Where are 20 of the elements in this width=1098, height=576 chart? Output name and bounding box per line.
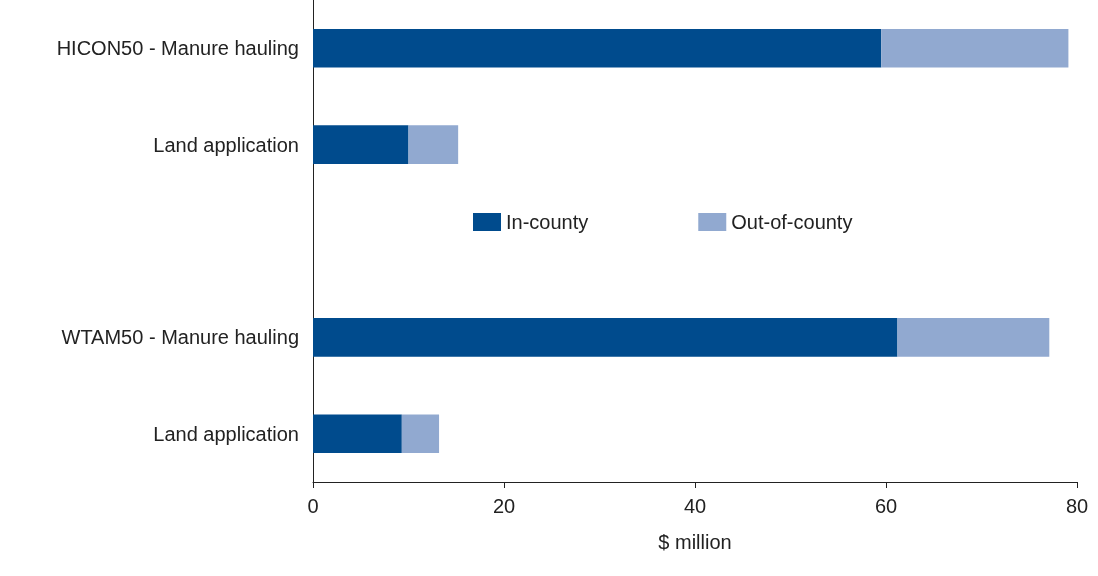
x-tick-label: 40 xyxy=(683,495,707,517)
x-axis-title: $ million xyxy=(658,531,732,553)
y-tick-label: Land application xyxy=(153,422,299,445)
y-tick-label: Land application xyxy=(153,133,299,156)
bar xyxy=(897,318,1050,357)
x-tick-label: 0 xyxy=(307,495,319,517)
bar xyxy=(313,28,882,68)
y-tick-label: HICON50 - Manure hauling xyxy=(56,37,299,60)
bar xyxy=(313,414,402,454)
bar xyxy=(408,125,459,164)
x-tick-label: 80 xyxy=(1065,495,1089,517)
legend-label: In-county xyxy=(506,211,589,233)
legend-label: Out-of-county xyxy=(731,211,853,233)
x-tick-label: 20 xyxy=(492,495,516,517)
bar xyxy=(313,318,898,357)
y-tick-label: WTAM50 - Manure hauling xyxy=(61,326,299,349)
x-tick-label: 60 xyxy=(874,495,898,517)
bar xyxy=(401,414,440,454)
bar xyxy=(881,28,1069,68)
bar xyxy=(313,125,409,164)
